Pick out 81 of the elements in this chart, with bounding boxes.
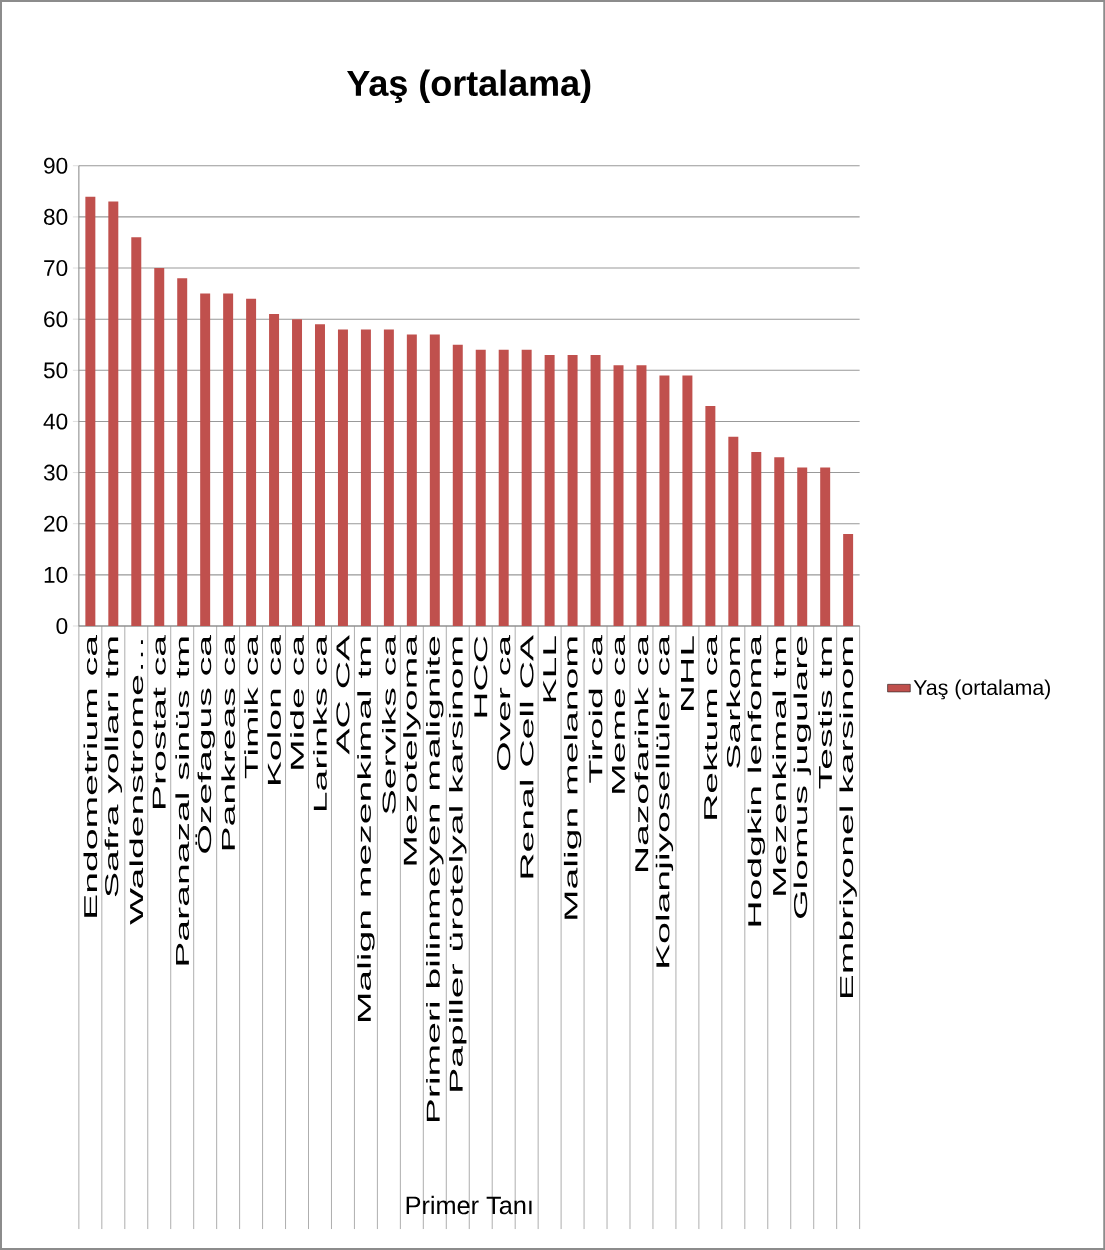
x-tick-label: Nazofarink ca (634, 634, 649, 871)
y-tick-label: 90 (43, 157, 68, 174)
x-tick-label: Papiller ürotelyal karsinom (448, 637, 467, 1091)
bar (521, 349, 532, 626)
x-tick-label: Kolon ca (267, 634, 281, 785)
x-tick-label: NHL (680, 636, 694, 710)
x-tick-label: Glomus jugulare (793, 636, 811, 918)
bar (705, 406, 716, 626)
bar (590, 354, 601, 626)
x-tick-label: Safra yolları tm (104, 637, 122, 897)
chart-title: Yaş (ortalama) (346, 69, 591, 104)
y-tick-label: 0 (56, 617, 68, 635)
x-tick-label: Embriyonel karsinom (839, 637, 857, 998)
x-tick-label: KLL (543, 636, 556, 702)
x-tick-label: Larinks ca (313, 634, 327, 811)
x-tick-label: Timik ca (244, 634, 258, 779)
bar (774, 457, 785, 626)
y-tick-label: 50 (43, 362, 68, 379)
x-tick-label: Mezenkimal tm (772, 637, 786, 895)
bar (108, 201, 119, 626)
bar (452, 344, 463, 626)
bar (223, 293, 234, 626)
x-tick-label: Testis tm (818, 637, 832, 789)
x-tick-label: Primeri bilinmeyen malignite (426, 636, 444, 1122)
x-tick-label: Hodgkin lenfoma (747, 635, 765, 926)
bar (475, 349, 486, 626)
x-tick-label: Pankreas ca (221, 634, 235, 850)
x-tick-label: Prostat ca (152, 634, 166, 808)
bar (636, 365, 647, 626)
y-tick-label: 70 (44, 260, 68, 277)
x-tick-label: Serviks ca (381, 634, 396, 814)
bar (613, 365, 624, 626)
x-tick-label: Over ca (496, 634, 511, 771)
y-tick-label: 80 (43, 208, 68, 225)
y-tick-label: 20 (44, 515, 68, 532)
x-tick-label: AC CA (336, 635, 350, 755)
x-tick-label: HCC (474, 636, 488, 717)
bar (682, 375, 693, 626)
x-tick-label: Endometrium ca (83, 634, 98, 917)
x-tick-label: Mezotelyoma (403, 634, 421, 865)
bar (360, 329, 371, 626)
bar (406, 334, 417, 626)
bar (268, 314, 279, 626)
x-tick-label: Mide ca (290, 634, 304, 769)
y-tick-label: 10 (44, 566, 68, 583)
x-tick-label: Meme ca (611, 634, 625, 793)
y-tick-label: 30 (43, 464, 68, 481)
x-tick-label: Malign melanom (563, 637, 582, 919)
x-tick-label: Paranazal sinüs tm (175, 637, 189, 965)
bar (659, 375, 670, 626)
bar (200, 293, 211, 626)
bar (85, 196, 96, 626)
x-tick-label: Waldenstrome… (129, 640, 144, 925)
x-tick-label: Malign mezenkimal tm (357, 637, 375, 1022)
bar (498, 349, 509, 626)
bar (246, 298, 256, 626)
bar (544, 354, 555, 626)
bar (154, 268, 165, 626)
bar (291, 319, 302, 626)
bar (728, 436, 739, 626)
legend-label: Yaş (ortalama) (913, 679, 1050, 700)
y-tick-label: 60 (44, 311, 68, 328)
x-tick-label: Renal Cell CA (519, 635, 534, 878)
bar (751, 452, 762, 626)
bar (820, 467, 831, 626)
bar (314, 324, 325, 626)
bar (337, 329, 348, 626)
y-tick-label: 40 (43, 413, 68, 430)
x-tick-label: Sarkom (726, 637, 741, 768)
bar (383, 329, 394, 626)
bar (131, 237, 142, 626)
bar (843, 533, 854, 626)
bar (567, 354, 578, 626)
x-tick-label: Rektum ca (703, 634, 718, 819)
x-tick-label: Özefagus ca (195, 634, 215, 853)
bar (429, 334, 440, 626)
x-axis-title: Primer Tanı (406, 1195, 532, 1215)
x-tick-label: Kolanjiyosellüler ca (655, 635, 674, 967)
x-tick-label: Tiroid ca (588, 634, 603, 783)
bar (177, 278, 188, 626)
bar (797, 467, 808, 626)
